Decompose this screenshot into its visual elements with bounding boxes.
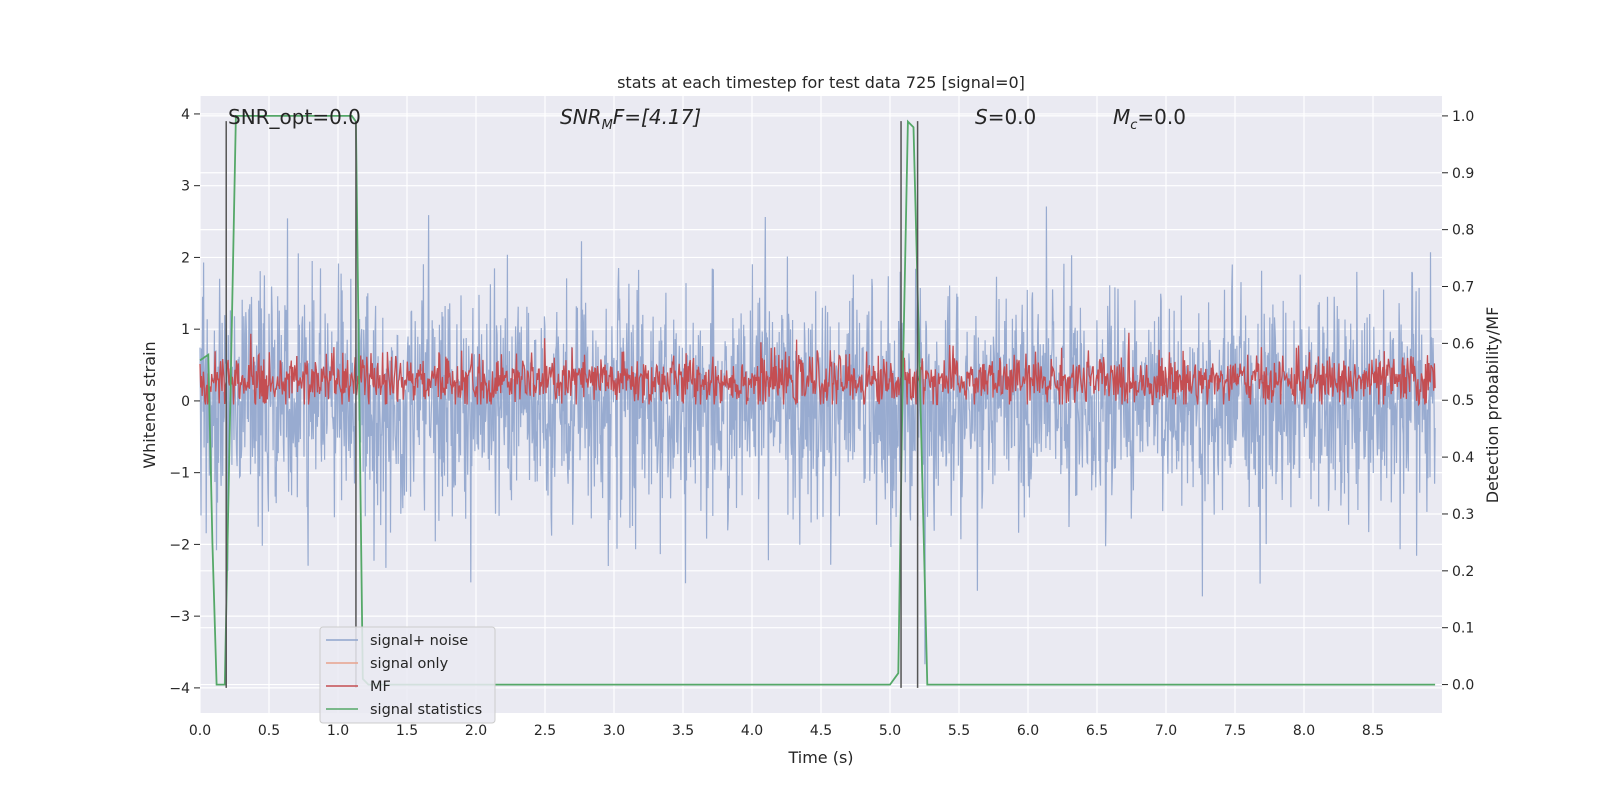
x-tick-label: 0.5 — [258, 723, 280, 739]
signal-noise-line — [199, 206, 1436, 665]
legend-box — [319, 626, 496, 724]
legend-label-mf: MF — [370, 679, 391, 695]
y-tick-label-left: 3 — [181, 179, 190, 195]
annotation-snr-mf: SNRMF=[4.17] — [560, 105, 701, 133]
y-tick-label-right: 0.6 — [1452, 336, 1474, 352]
y-tick-label-left: −3 — [169, 609, 190, 625]
y-tick-label-left: 0 — [181, 394, 190, 410]
y-tick-label-left: −4 — [169, 681, 190, 697]
x-tick-label: 4.5 — [810, 723, 832, 739]
y-tick-label-right: 0.2 — [1452, 564, 1474, 580]
y-tick-label-right: 0.3 — [1452, 507, 1474, 523]
x-tick-label: 1.5 — [396, 723, 418, 739]
y-tick-label-left: 4 — [181, 107, 190, 123]
x-tick-label: 1.0 — [327, 723, 349, 739]
x-tick-label: 7.0 — [1155, 723, 1177, 739]
x-tick-label: 0.0 — [189, 723, 211, 739]
y-tick-label-right: 0.5 — [1452, 393, 1474, 409]
x-axis-label: Time (s) — [787, 748, 853, 767]
vertical-markers — [225, 121, 919, 688]
legend-label-signal-statistics: signal statistics — [370, 702, 482, 718]
x-tick-label: 3.5 — [672, 723, 694, 739]
y-tick-label-left: −1 — [169, 466, 190, 482]
y-tick-label-right: 0.4 — [1452, 450, 1474, 466]
annotation-s-main: S — [975, 105, 988, 129]
annotation-snr-mf-sub: M — [602, 118, 613, 133]
x-tick-label: 2.0 — [465, 723, 487, 739]
y-tick-label-right: 1.0 — [1452, 109, 1474, 125]
mf-line — [199, 332, 1436, 407]
x-tick-label: 8.5 — [1362, 723, 1384, 739]
y-tick-label-left: −2 — [169, 537, 190, 553]
series-signal-noise — [199, 206, 1436, 665]
annotation-mc-rest: =0.0 — [1137, 105, 1186, 129]
y-tick-label-right: 0.1 — [1452, 621, 1474, 637]
annotation-mc-sub: c — [1130, 118, 1137, 133]
annotation-mc-main: M — [1113, 105, 1130, 129]
annotation-mc: Mc=0.0 — [1113, 105, 1186, 133]
x-tick-label: 3.0 — [603, 723, 625, 739]
annotation-snr-opt: SNR_opt=0.0 — [228, 105, 361, 129]
legend-label-signal-only: signal only — [370, 656, 449, 672]
y-tick-label-right: 0.7 — [1452, 280, 1474, 296]
x-tick-label: 6.5 — [1086, 723, 1108, 739]
y-tick-label-right: 0.9 — [1452, 166, 1474, 182]
legend: signal+ noise signal only MF signal stat… — [319, 626, 496, 724]
annotation-s-rest: =0.0 — [988, 105, 1037, 129]
legend-label-signal-noise: signal+ noise — [370, 633, 468, 649]
y-tick-label-left: 2 — [181, 250, 190, 266]
tick-labels: 0.0 0.5 1.0 1.5 2.0 2.5 3.0 3.5 4.0 4.5 5.0 5.5 6.0 6… — [169, 107, 1474, 739]
x-tick-label: 5.0 — [879, 723, 901, 739]
x-tick-label: 4.0 — [741, 723, 763, 739]
y-tick-label-left: 1 — [181, 322, 190, 338]
y-tick-label-right: 0.0 — [1452, 678, 1474, 694]
x-tick-label: 6.0 — [1017, 723, 1039, 739]
x-tick-label: 5.5 — [948, 723, 970, 739]
annotation-snr-mf-main: SNR — [560, 105, 602, 129]
annotation-s: S=0.0 — [975, 105, 1036, 129]
chart-title: stats at each timestep for test data 725… — [617, 73, 1025, 92]
series-mf — [199, 332, 1436, 407]
annotation-snr-mf-rest: F=[4.17] — [613, 105, 701, 129]
y-tick-label-right: 0.8 — [1452, 223, 1474, 239]
y-axis-label-left: Whitened strain — [140, 341, 159, 468]
x-tick-label: 8.0 — [1293, 723, 1315, 739]
y-axis-label-right: Detection probability/MF — [1483, 307, 1502, 504]
x-tick-label: 2.5 — [534, 723, 556, 739]
x-tick-label: 7.5 — [1224, 723, 1246, 739]
